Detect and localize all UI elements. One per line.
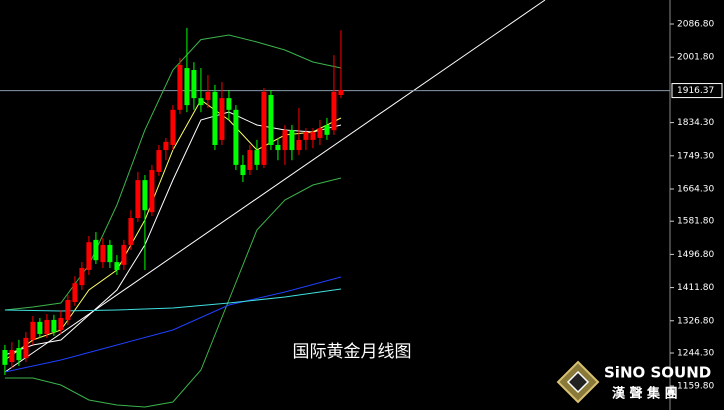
candle-body [23,337,29,359]
candle-body [240,164,246,176]
candle-body [303,132,309,140]
candle-body [65,300,71,320]
y-tick-label: 1664.30 [677,184,714,194]
candle-body [128,218,134,245]
candle-body [93,239,99,261]
candle-body [261,91,267,165]
y-tick-label: 1159.80 [677,381,714,391]
y-tick-label: 1244.30 [677,348,714,358]
candle-body [121,244,127,265]
candle-body [79,267,85,286]
candle-body [282,130,288,151]
y-tick-label: 1834.30 [677,118,714,128]
y-tick-label: 2001.80 [677,53,714,63]
candle-body [156,150,162,172]
candle-body [233,109,239,165]
candle-body [310,132,316,140]
candle-body [30,321,36,340]
candle-body [2,349,8,365]
candle-body [219,98,225,140]
candle-body [16,348,22,361]
logo: SiNO SOUND 漢 聲 集 團 [556,360,711,404]
chart-title: 国际黄金月线图 [293,342,412,362]
last-price-box [671,83,723,99]
candle-body [149,169,155,213]
y-tick-label: 1326.80 [677,316,714,326]
candle-body [9,349,15,363]
candle-body [107,244,113,263]
candle-body [268,95,274,145]
y-tick-label: 1749.30 [677,151,714,161]
y-tick-label: 2086.80 [677,20,714,30]
candle-body [324,125,330,135]
candle-body [212,91,218,145]
logo-name: SiNO SOUND [604,364,711,382]
candle-body [142,180,148,211]
candle-body [331,91,337,131]
candle-body [317,128,323,138]
candle-body [177,64,183,110]
candle-body [37,321,43,334]
candle-body [114,262,120,270]
candle-body [205,91,211,101]
indicator-line [4,276,342,373]
candle-body [100,244,106,263]
candle-body [170,109,176,145]
last-price-label: 1916.37 [677,86,714,96]
candle-body [51,319,57,333]
candle-body [226,98,232,110]
indicator-line [4,177,342,408]
candle-body [254,150,260,165]
candle-body [191,70,197,99]
candle-body [338,89,344,96]
logo-icon-inner [566,370,590,394]
candle-body [44,319,50,334]
candle-body [58,317,64,331]
candle-body [86,242,92,270]
logo-subtitle: 漢 聲 集 團 [612,386,678,402]
candle-body [184,68,190,106]
candle-body [247,150,253,170]
candle-body [289,130,295,151]
candle-body [72,283,78,302]
indicator-line [4,34,342,311]
y-tick-label: 1411.80 [677,283,714,293]
candle-body [163,141,169,151]
candle-body [275,144,281,151]
y-tick-label: 1581.80 [677,217,714,227]
candle-body [198,98,204,106]
candle-body [296,139,302,151]
y-tick-label: 1496.80 [677,250,714,260]
candle-body [135,180,141,219]
